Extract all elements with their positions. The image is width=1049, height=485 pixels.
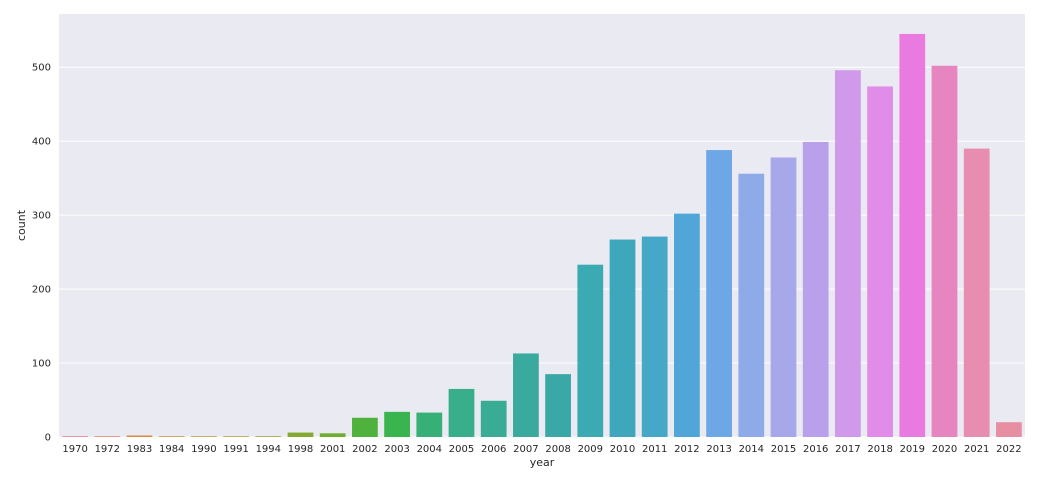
y-axis-title: count [15, 209, 28, 241]
bar-1984 [158, 436, 185, 437]
bar-2010 [609, 239, 636, 437]
bar-2018 [867, 86, 893, 437]
x-tick-label: 2008 [545, 444, 570, 455]
bar-2016 [802, 141, 829, 438]
x-tick-label: 1983 [127, 444, 152, 455]
bar-2003 [384, 411, 410, 437]
x-tick-label: 2007 [513, 444, 538, 455]
bar-2002 [352, 417, 378, 437]
x-tick-label: 2005 [449, 444, 474, 455]
x-tick-label: 2012 [674, 444, 699, 455]
x-tick-label: 2011 [642, 444, 667, 455]
x-tick-label: 2003 [384, 444, 409, 455]
x-tick-label: 1984 [159, 444, 184, 455]
x-tick-label: 2004 [417, 444, 442, 455]
x-tick-label: 2018 [867, 444, 892, 455]
bar-2005 [448, 388, 475, 437]
x-tick-label: 2014 [739, 444, 764, 455]
bar-2014 [738, 173, 765, 438]
y-tick-label: 0 [45, 433, 51, 444]
x-tick-label: 2002 [352, 444, 377, 455]
bar-1972 [94, 436, 121, 437]
y-tick-label: 500 [32, 63, 51, 74]
x-tick-label: 2019 [900, 444, 925, 455]
bars [62, 33, 1022, 438]
y-tick-label: 200 [32, 285, 51, 296]
bar-1991 [223, 436, 249, 437]
y-tick-labels: 0 100 200 300 400 500 [32, 63, 51, 444]
bar-2020 [931, 65, 958, 437]
x-tick-label: 2015 [771, 444, 796, 455]
y-tick-label: 100 [32, 359, 51, 370]
x-tick-label: 2010 [610, 444, 635, 455]
x-tick-label: 1970 [62, 444, 87, 455]
x-tick-label: 1990 [191, 444, 216, 455]
x-tick-label: 1998 [288, 444, 313, 455]
bar-2011 [641, 236, 668, 437]
bar-1990 [191, 436, 217, 437]
bar-2015 [770, 157, 797, 438]
bar-2013 [706, 150, 732, 437]
x-axis-title: year [530, 456, 555, 469]
x-tick-labels: 1970 1972 1983 1984 1990 1991 1994 1998 2001 2002… [62, 444, 1021, 455]
bar-1970 [62, 436, 88, 437]
bar-1983 [126, 435, 153, 437]
bar-2004 [416, 412, 443, 437]
x-tick-label: 2009 [578, 444, 603, 455]
x-tick-label: 2001 [320, 444, 345, 455]
bar-2001 [319, 433, 346, 437]
x-tick-label: 2006 [481, 444, 506, 455]
plot-area [59, 14, 1025, 437]
bar-2008 [545, 374, 571, 437]
x-tick-label: 2021 [964, 444, 989, 455]
bar-2021 [963, 148, 990, 437]
x-tick-label: 1972 [95, 444, 120, 455]
x-tick-label: 2016 [803, 444, 828, 455]
x-tick-label: 2020 [932, 444, 957, 455]
y-tick-label: 300 [32, 211, 51, 222]
x-tick-label: 1991 [223, 444, 248, 455]
x-tick-label: 2013 [706, 444, 731, 455]
bar-2007 [513, 353, 539, 437]
bar-2009 [577, 264, 604, 437]
bar-2019 [899, 33, 926, 437]
gridlines [59, 66, 1025, 438]
bar-2012 [674, 213, 700, 437]
bar-2022 [996, 422, 1022, 437]
y-tick-label: 400 [32, 137, 51, 148]
x-tick-label: 2017 [835, 444, 860, 455]
bar-1994 [255, 436, 282, 437]
x-tick-label: 1994 [256, 444, 281, 455]
bar-2017 [835, 70, 861, 438]
bar-1998 [287, 432, 314, 437]
bar-2006 [480, 400, 507, 437]
x-tick-label: 2022 [996, 444, 1021, 455]
